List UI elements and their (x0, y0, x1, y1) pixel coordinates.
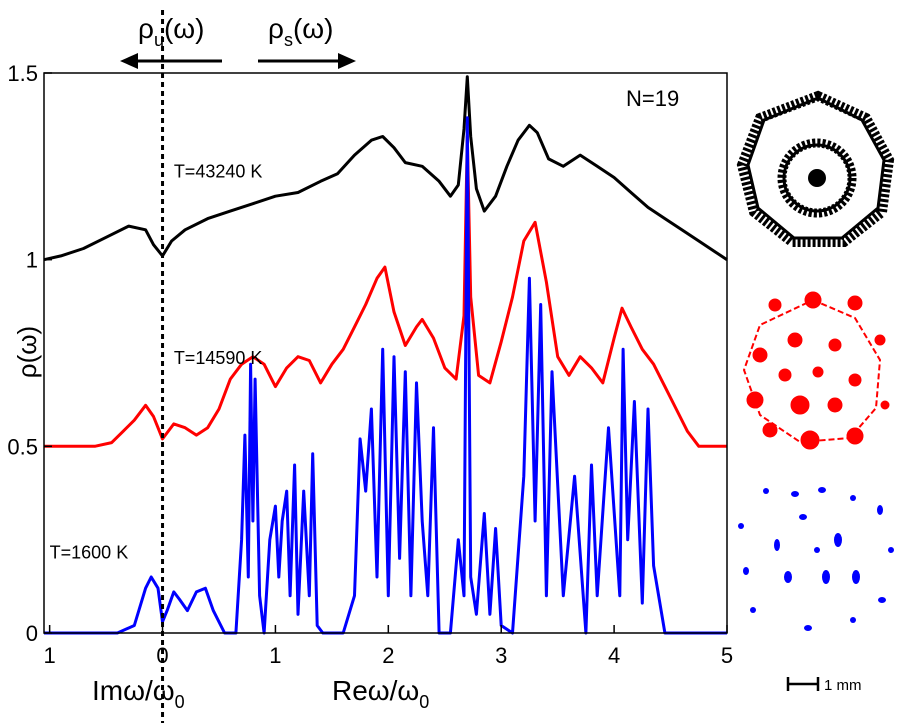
series-line-2 (44, 116, 727, 635)
particle-count-label: N=19 (626, 86, 679, 111)
x-axis-label-real: Reω/ω0 (332, 675, 429, 712)
series-label-2: T=1600 K (50, 542, 129, 562)
right-arrow (258, 53, 356, 69)
series-line-1 (44, 135, 727, 448)
series-label-1: T=14590 K (174, 348, 263, 368)
x-tick-label: 5 (721, 643, 733, 668)
config-inset-medium-temperature (742, 291, 890, 450)
plot-frame (43, 72, 728, 634)
y-tick-label: 1 (26, 248, 38, 273)
y-tick-label: 0.5 (7, 434, 38, 459)
y-tick-label: 1.5 (7, 61, 38, 86)
x-tick-label: 1 (269, 643, 281, 668)
x-tick-label: 0 (156, 643, 168, 668)
series-line-0 (43, 75, 728, 262)
x-axis-label-imaginary: Imω/ω0 (92, 675, 185, 712)
series-label-0: T=43240 K (174, 162, 263, 182)
config-inset-high-temperature (736, 90, 895, 247)
y-tick-label: 0 (26, 621, 38, 646)
x-tick-label: 3 (495, 643, 507, 668)
x-tick-label: 1 (44, 643, 56, 668)
rho-u-label: ρu(ω) (138, 13, 204, 50)
left-arrow (120, 53, 222, 69)
rho-s-label: ρs(ω) (268, 13, 333, 50)
y-axis-label: ρ(ω) (12, 326, 42, 378)
config-inset-low-temperature (738, 487, 894, 631)
axis-ticks: 1 0 1 2 3 4 500.511.5 (7, 61, 733, 668)
x-tick-label: 4 (608, 643, 620, 668)
curves-layer: T=43240 K T=14590 K T=1600 K (43, 75, 728, 635)
scale-bar-label: 1 mm (824, 677, 862, 694)
scale-bar (786, 677, 820, 691)
x-tick-label: 2 (382, 643, 394, 668)
